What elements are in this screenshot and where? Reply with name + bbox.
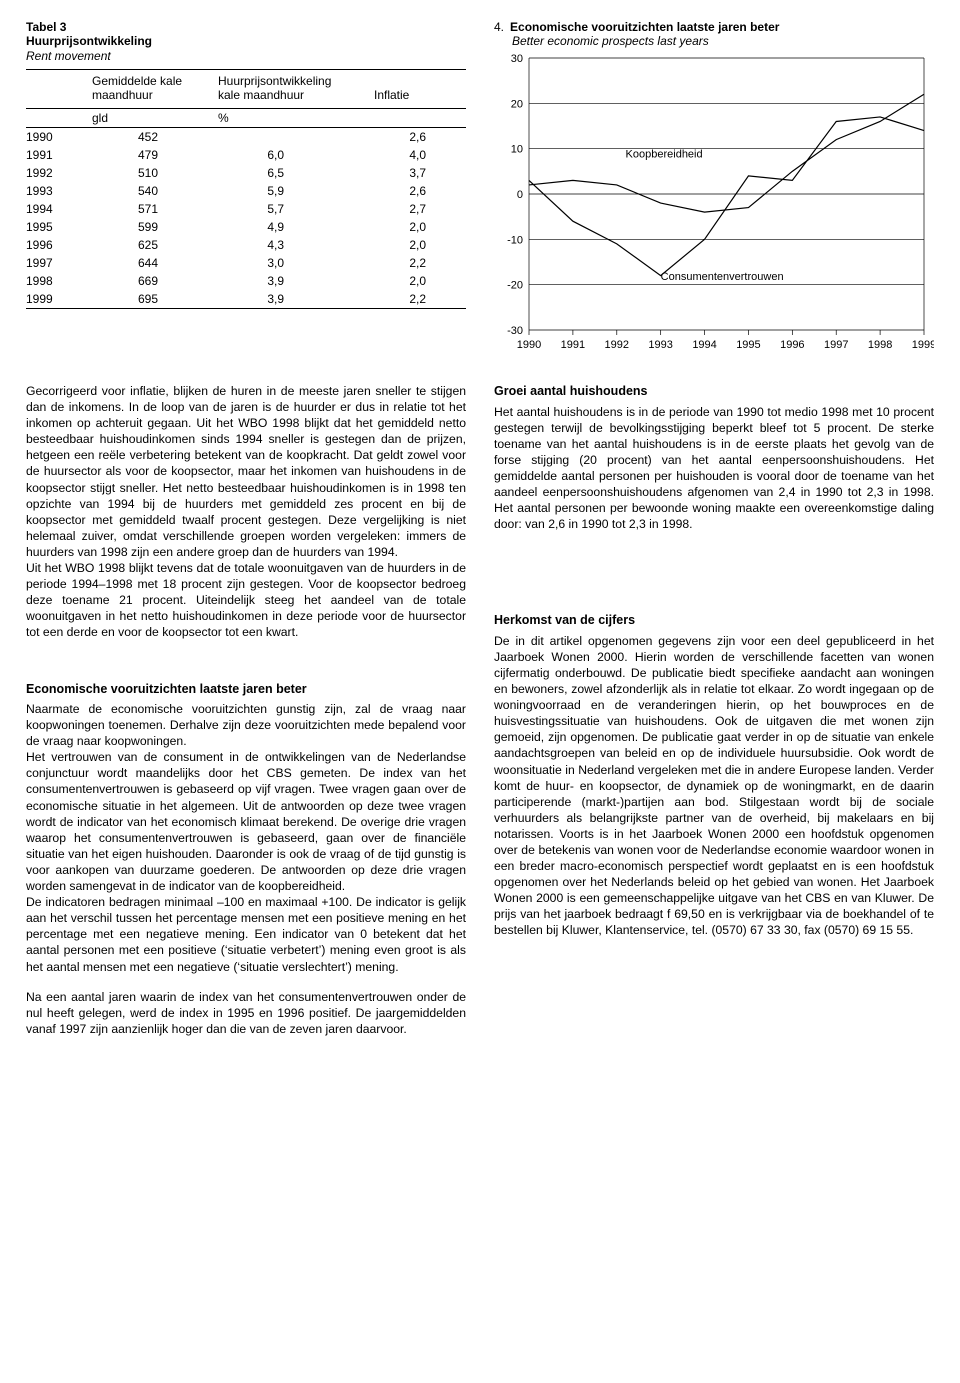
svg-text:1996: 1996 [780, 339, 804, 351]
left-p4: Het vertrouwen van de consument in de on… [26, 749, 466, 894]
svg-text:30: 30 [511, 53, 523, 65]
table-title: Huurprijsontwikkeling [26, 34, 466, 48]
svg-text:-10: -10 [507, 234, 523, 246]
line-chart: 30 20 10 0 -10 -20 -30 1990 1991 1992 1993 1994 1995… [494, 48, 934, 358]
chart-index: 4. [494, 20, 504, 34]
body-columns: Gecorrigeerd voor inflatie, blijken de h… [26, 383, 934, 1037]
svg-text:Consumentenvertrouwen: Consumentenvertrouwen [661, 271, 784, 283]
table-row: 19955994,92,0 [26, 218, 466, 236]
svg-text:0: 0 [517, 189, 523, 201]
table-row: 19945715,72,7 [26, 200, 466, 218]
svg-text:20: 20 [511, 98, 523, 110]
svg-text:1992: 1992 [605, 339, 629, 351]
svg-text:1990: 1990 [517, 339, 541, 351]
left-column: Gecorrigeerd voor inflatie, blijken de h… [26, 383, 466, 1037]
table-row: 19904522,6 [26, 128, 466, 147]
svg-text:1998: 1998 [868, 339, 892, 351]
svg-text:1993: 1993 [648, 339, 672, 351]
left-h2: Economische vooruitzichten laatste jaren… [26, 681, 466, 698]
table-row: 19966254,32,0 [26, 236, 466, 254]
col-2b: kale maandhuur [218, 88, 304, 102]
svg-text:-30: -30 [507, 325, 523, 337]
right-column: Groei aantal huishoudens Het aantal huis… [494, 383, 934, 1037]
right-h2: Herkomst van de cijfers [494, 612, 934, 629]
chart-subtitle: Better economic prospects last years [512, 34, 934, 48]
col-1b: maandhuur [92, 88, 153, 102]
left-p5: De indicatoren bedragen minimaal –100 en… [26, 894, 466, 974]
prospects-chart-block: 4. Economische vooruitzichten laatste ja… [494, 20, 934, 363]
table-label: Tabel 3 [26, 20, 466, 34]
svg-text:10: 10 [511, 144, 523, 156]
right-p1: Het aantal huishoudens is in de periode … [494, 404, 934, 533]
svg-text:1997: 1997 [824, 339, 848, 351]
col-1a: Gemiddelde kale [92, 74, 182, 88]
left-p3: Naarmate de economische vooruitzichten g… [26, 701, 466, 749]
table-row: 19914796,04,0 [26, 146, 466, 164]
svg-text:1994: 1994 [692, 339, 716, 351]
right-p2: De in dit artikel opgenomen gegevens zij… [494, 633, 934, 939]
svg-text:1999: 1999 [912, 339, 934, 351]
rent-table-block: Tabel 3 Huurprijsontwikkeling Rent movem… [26, 20, 466, 363]
svg-text:1995: 1995 [736, 339, 760, 351]
unit-gld: gld [92, 109, 218, 128]
table-row: 19925106,53,7 [26, 164, 466, 182]
left-p2: Uit het WBO 1998 blijkt tevens dat de to… [26, 560, 466, 640]
svg-text:1991: 1991 [561, 339, 585, 351]
table-row: 19996953,92,2 [26, 290, 466, 309]
svg-text:Koopbereidheid: Koopbereidheid [626, 149, 703, 161]
svg-text:-20: -20 [507, 280, 523, 292]
unit-pct: % [218, 109, 374, 128]
col-2a: Huurprijsontwikkeling [218, 74, 331, 88]
left-p1: Gecorrigeerd voor inflatie, blijken de h… [26, 383, 466, 560]
table-subtitle-en: Rent movement [26, 49, 466, 63]
chart-title: Economische vooruitzichten laatste jaren… [510, 20, 779, 34]
table-row: 19935405,92,6 [26, 182, 466, 200]
rent-table: Gemiddelde kale maandhuur Huurprijsontwi… [26, 69, 466, 319]
col-3: Inflatie [374, 88, 409, 102]
right-h1: Groei aantal huishoudens [494, 383, 934, 400]
table-row: 19976443,02,2 [26, 254, 466, 272]
left-p6: Na een aantal jaren waarin de index van … [26, 989, 466, 1037]
table-row: 19986693,92,0 [26, 272, 466, 290]
